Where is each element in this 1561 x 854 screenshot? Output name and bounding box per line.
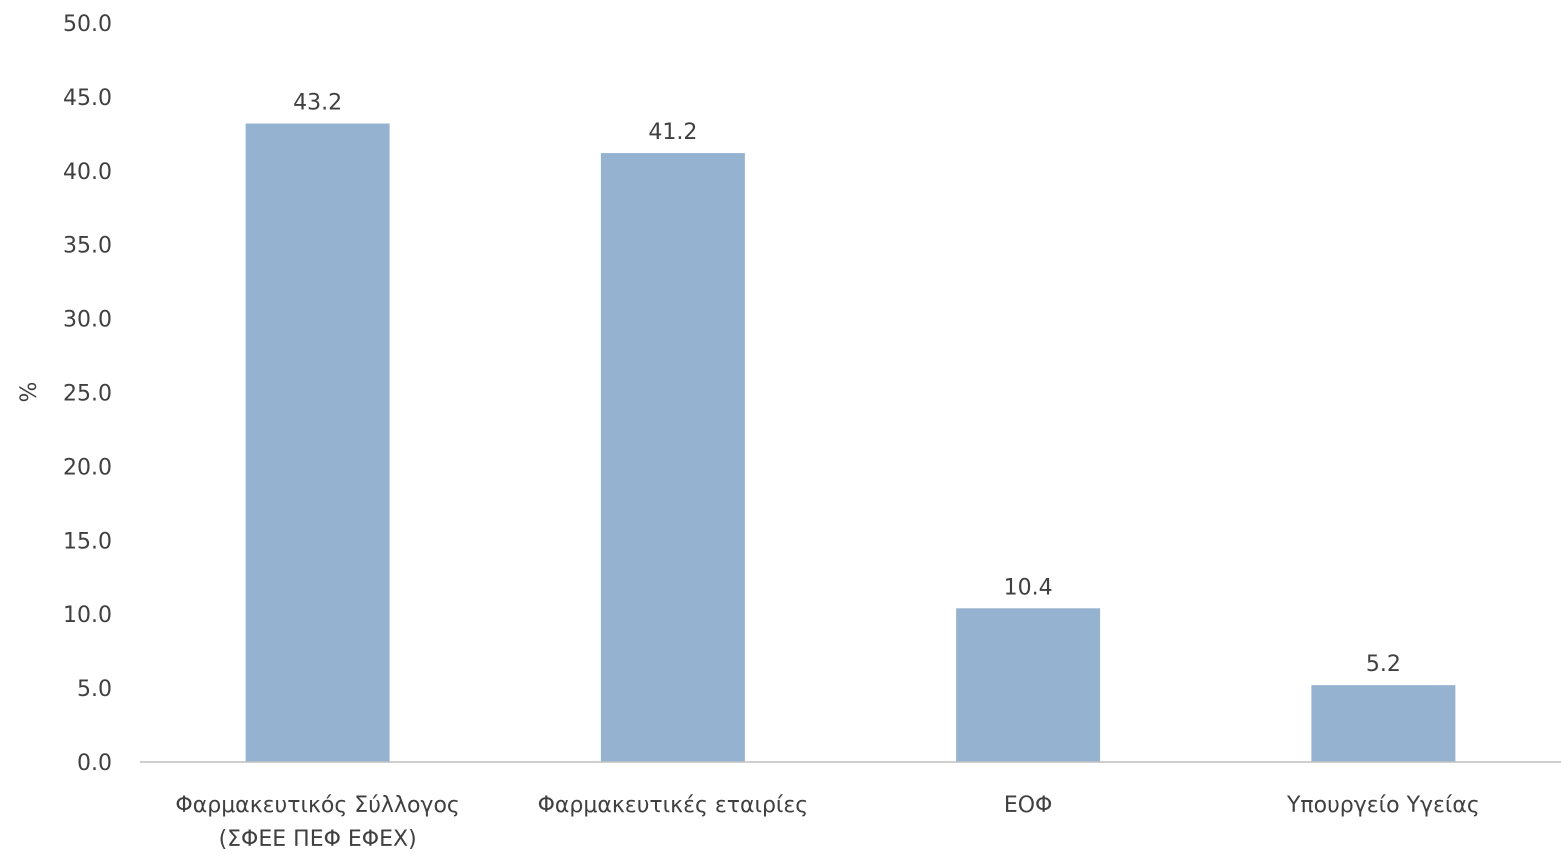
x-axis: Φαρμακευτικός Σύλλογος (ΣΦΕΕ ΠΕΦ ΕΦΕΧ) Φαρ… xyxy=(140,761,1561,852)
y-axis-title: % xyxy=(17,382,42,403)
bar xyxy=(245,123,390,762)
y-tick-label: 25.0 xyxy=(63,382,112,407)
y-tick-label: 45.0 xyxy=(63,86,112,111)
x-category-label: Φαρμακευτικές εταιρίες xyxy=(538,793,809,818)
y-tick-label: 40.0 xyxy=(63,160,112,185)
x-category-label: ΕΟΦ xyxy=(1004,793,1053,818)
data-labels: 43.2 41.2 10.4 5.2 xyxy=(293,91,1401,678)
y-tick-label: 15.0 xyxy=(63,529,112,554)
y-tick-label: 0.0 xyxy=(77,751,112,776)
bars xyxy=(245,123,1456,763)
x-category-label: Υπουργείο Υγείας xyxy=(1286,793,1480,818)
bar xyxy=(1311,685,1456,762)
y-tick-label: 35.0 xyxy=(63,234,112,259)
x-category-label: Φαρμακευτικός Σύλλογος xyxy=(175,793,459,818)
data-label: 10.4 xyxy=(1004,575,1053,600)
y-tick-label: 20.0 xyxy=(63,455,112,480)
bar xyxy=(600,153,745,763)
y-tick-label: 10.0 xyxy=(63,603,112,628)
x-category-label: (ΣΦΕΕ ΠΕΦ ΕΦΕΧ) xyxy=(219,827,417,852)
y-tick-label: 50.0 xyxy=(63,12,112,37)
data-label: 41.2 xyxy=(648,120,697,145)
bar xyxy=(956,608,1101,762)
y-tick-label: 30.0 xyxy=(63,308,112,333)
y-axis: 0.0 5.0 10.0 15.0 20.0 25.0 30.0 35.0 40.0 45.0 50… xyxy=(63,12,112,776)
data-label: 5.2 xyxy=(1366,652,1401,677)
y-tick-label: 5.0 xyxy=(77,677,112,702)
data-label: 43.2 xyxy=(293,91,342,116)
